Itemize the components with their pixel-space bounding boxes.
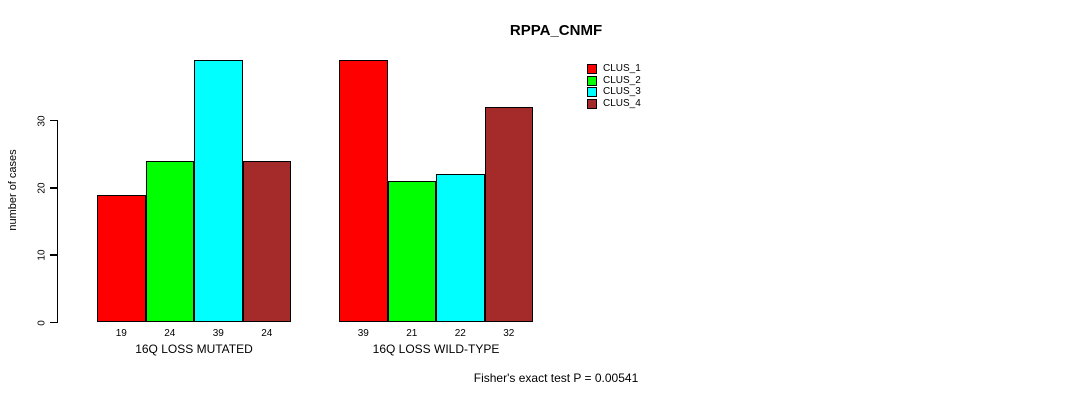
bar-value-label: 22 — [454, 328, 466, 339]
legend-label: CLUS_4 — [603, 97, 641, 109]
y-tick-mark — [49, 321, 57, 324]
bar-value-label: 39 — [212, 328, 224, 339]
y-tick-mark — [49, 254, 57, 256]
y-tick-mark — [49, 119, 57, 122]
y-tick-label: 20 — [36, 182, 48, 194]
bar-clus_2-group2 — [387, 181, 436, 323]
legend-label: CLUS_2 — [603, 74, 641, 86]
x-category-label: 16Q LOSS MUTATED — [135, 342, 253, 356]
legend-label: CLUS_1 — [603, 63, 641, 74]
bar-clus_1-group2 — [339, 60, 388, 323]
legend-swatch-clus_3 — [587, 87, 597, 97]
bar-clus_2-group1 — [145, 160, 194, 323]
chart-title: RPPA_CNMF — [509, 22, 603, 39]
bar-clus_4-group1 — [242, 160, 291, 323]
y-tick-label: 10 — [36, 249, 48, 261]
y-axis-label: number of cases — [7, 149, 19, 231]
bar-value-label: 19 — [115, 328, 127, 339]
stat-annotation: Fisher's exact test P = 0.00541 — [473, 371, 639, 385]
y-tick-label: 0 — [36, 319, 48, 326]
bar-value-label: 24 — [261, 328, 273, 339]
bar-value-label: 32 — [503, 328, 515, 339]
bar-clus_4-group2 — [484, 107, 533, 323]
y-axis-line — [56, 119, 58, 324]
legend-swatch-clus_4 — [587, 98, 597, 109]
bar-value-label: 39 — [357, 328, 369, 339]
legend-label: CLUS_3 — [603, 86, 641, 97]
legend-swatch-clus_2 — [587, 75, 597, 86]
y-tick-label: 30 — [36, 115, 48, 127]
bar-clus_3-group1 — [194, 60, 243, 323]
bar-value-label: 21 — [406, 328, 418, 339]
bar-value-label: 24 — [164, 328, 176, 339]
bar-clus_1-group1 — [97, 194, 146, 323]
y-tick-mark — [49, 187, 57, 189]
x-category-label: 16Q LOSS WILD-TYPE — [372, 342, 500, 356]
legend-swatch-clus_1 — [587, 64, 597, 74]
bar-clus_3-group2 — [436, 174, 485, 323]
